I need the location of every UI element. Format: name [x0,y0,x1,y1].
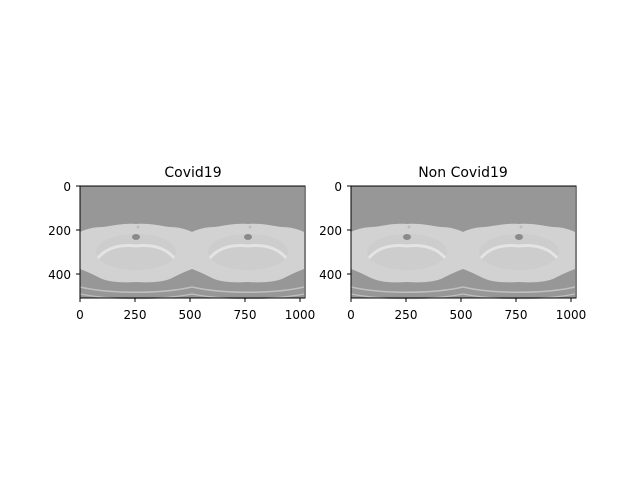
x-tick-label: 500 [179,308,202,322]
y-tick-label: 400 [48,268,71,282]
y-tick-label: 200 [48,224,71,238]
axes-frame [79,185,306,299]
x-tick-label: 1000 [285,308,316,322]
y-tick-label: 0 [334,180,342,194]
x-tick-label: 500 [450,308,473,322]
y-axis: 0 200 400 [319,180,351,282]
ct-image [349,184,577,300]
panel-title: Non Covid19 [418,165,508,181]
x-tick-label: 250 [395,308,418,322]
x-tick-label: 750 [505,308,528,322]
y-axis: 0 200 400 [48,180,80,282]
x-axis: 0 250 500 750 1000 [347,298,586,322]
panel-title: Covid19 [164,165,221,181]
x-tick-label: 0 [347,308,355,322]
x-tick-label: 750 [234,308,257,322]
x-axis: 0 250 500 750 1000 [76,298,315,322]
panel-non-covid19: Non Covid19 0 200 400 0 250 500 750 1000 [319,165,586,322]
panel-covid19: Covid19 0 200 400 0 250 500 750 1000 [48,165,315,322]
x-tick-label: 0 [76,308,84,322]
x-tick-label: 1000 [556,308,587,322]
y-tick-label: 200 [319,224,342,238]
y-tick-label: 400 [319,268,342,282]
axes-frame [350,185,577,299]
x-tick-label: 250 [124,308,147,322]
y-tick-label: 0 [63,180,71,194]
ct-image [78,184,306,300]
